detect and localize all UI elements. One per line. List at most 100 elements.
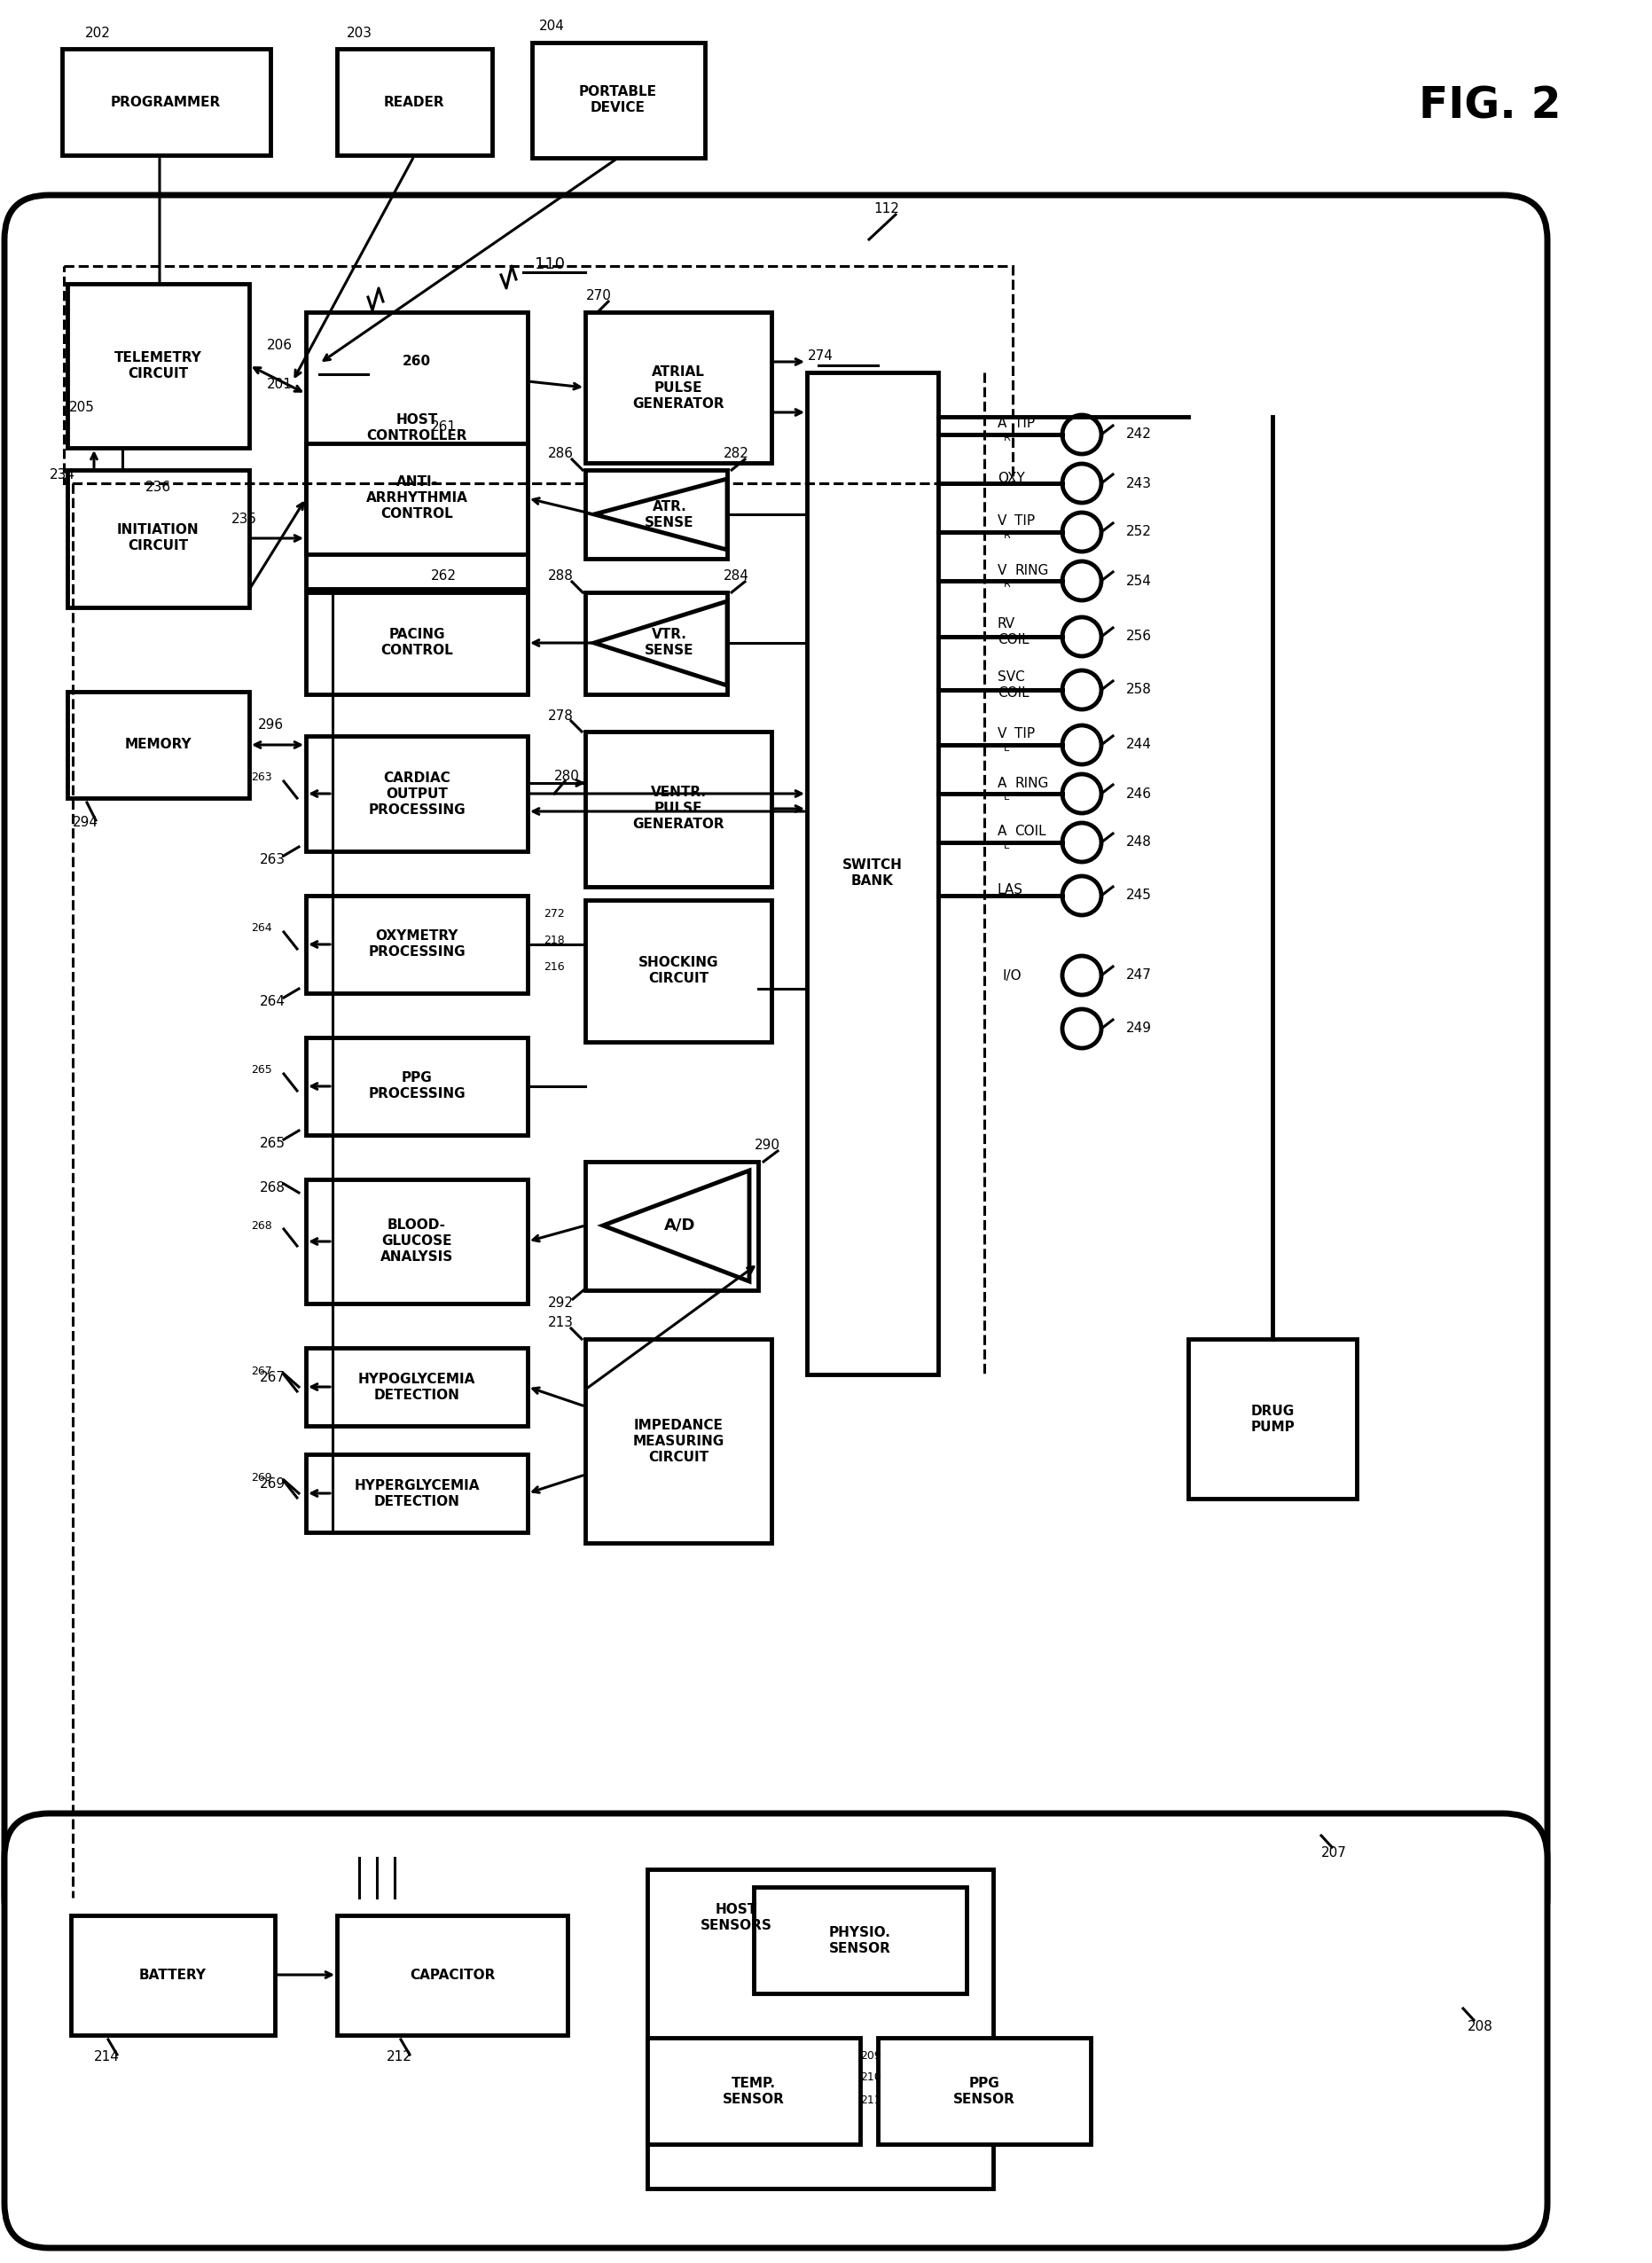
Text: 234: 234 xyxy=(50,468,76,482)
Text: 205: 205 xyxy=(69,401,94,414)
Text: 207: 207 xyxy=(1322,1847,1346,1860)
Text: 274: 274 xyxy=(808,351,833,362)
Text: PHYSIO.
SENSOR: PHYSIO. SENSOR xyxy=(829,1926,890,1955)
Text: 278: 278 xyxy=(547,708,573,722)
Bar xyxy=(63,50,271,156)
Text: 258: 258 xyxy=(1127,683,1151,697)
Text: 110: 110 xyxy=(535,256,565,272)
Text: INITIATION
CIRCUIT: INITIATION CIRCUIT xyxy=(117,523,198,552)
Bar xyxy=(68,471,249,606)
Text: R: R xyxy=(1004,532,1011,541)
Text: 208: 208 xyxy=(1467,2019,1493,2032)
Text: 212: 212 xyxy=(387,2050,411,2064)
Text: 294: 294 xyxy=(73,817,97,831)
Text: 284: 284 xyxy=(724,570,748,584)
Text: 248: 248 xyxy=(1127,835,1151,849)
Text: L: L xyxy=(1004,745,1009,754)
Text: VTR.
SENSE: VTR. SENSE xyxy=(644,629,694,659)
Text: RV
COIL: RV COIL xyxy=(998,618,1029,645)
Text: HYPERGLYCEMIA
DETECTION: HYPERGLYCEMIA DETECTION xyxy=(354,1478,479,1507)
Bar xyxy=(337,50,492,156)
Text: TIP: TIP xyxy=(1014,514,1034,527)
Bar xyxy=(68,283,249,448)
Text: HOST
CONTROLLER: HOST CONTROLLER xyxy=(367,412,468,441)
Text: PPG
SENSOR: PPG SENSOR xyxy=(953,2077,1016,2105)
Text: 265: 265 xyxy=(259,1138,286,1150)
Bar xyxy=(585,731,771,887)
Text: 286: 286 xyxy=(547,448,573,462)
Text: PPG
PROCESSING: PPG PROCESSING xyxy=(368,1073,466,1100)
Text: 290: 290 xyxy=(755,1138,780,1152)
Text: 216: 216 xyxy=(544,962,565,973)
Bar xyxy=(337,1914,568,2034)
Text: 268: 268 xyxy=(259,1181,286,1195)
Text: TIP: TIP xyxy=(1014,416,1034,430)
Text: SVC
COIL: SVC COIL xyxy=(998,670,1029,699)
Bar xyxy=(306,1455,527,1532)
Text: 245: 245 xyxy=(1127,889,1151,903)
Text: L: L xyxy=(1004,842,1009,851)
Text: L: L xyxy=(1004,792,1009,801)
Text: I/O: I/O xyxy=(1003,969,1021,982)
Text: DRUG
PUMP: DRUG PUMP xyxy=(1251,1403,1295,1432)
Text: 296: 296 xyxy=(258,720,284,731)
Text: ATRIAL
PULSE
GENERATOR: ATRIAL PULSE GENERATOR xyxy=(633,364,724,410)
Bar xyxy=(306,312,527,588)
Text: 262: 262 xyxy=(431,570,456,584)
Text: 267: 267 xyxy=(259,1371,286,1385)
Bar xyxy=(71,1914,274,2034)
Text: SWITCH
BANK: SWITCH BANK xyxy=(843,860,902,887)
Text: CAPACITOR: CAPACITOR xyxy=(410,1969,496,1982)
Text: BLOOD-
GLUCOSE
ANALYSIS: BLOOD- GLUCOSE ANALYSIS xyxy=(380,1220,453,1265)
Text: CARDIAC
OUTPUT
PROCESSING: CARDIAC OUTPUT PROCESSING xyxy=(368,772,466,817)
Text: 272: 272 xyxy=(544,907,565,919)
Text: TELEMETRY
CIRCUIT: TELEMETRY CIRCUIT xyxy=(114,351,202,380)
Text: 260: 260 xyxy=(403,355,431,367)
Text: R: R xyxy=(1004,579,1011,588)
Text: 280: 280 xyxy=(553,769,580,783)
Text: 269: 269 xyxy=(251,1471,273,1482)
Text: RING: RING xyxy=(1014,776,1049,790)
Bar xyxy=(877,2037,1090,2143)
Text: 269: 269 xyxy=(259,1478,286,1491)
Text: MEMORY: MEMORY xyxy=(124,738,192,751)
Bar xyxy=(585,901,771,1041)
Text: A/D: A/D xyxy=(664,1217,695,1233)
Text: PORTABLE
DEVICE: PORTABLE DEVICE xyxy=(580,86,657,115)
Text: OXYMETRY
PROCESSING: OXYMETRY PROCESSING xyxy=(368,930,466,960)
Text: 282: 282 xyxy=(724,448,748,462)
Text: V: V xyxy=(998,729,1006,740)
Text: BATTERY: BATTERY xyxy=(139,1969,206,1982)
Text: A: A xyxy=(998,416,1006,430)
Text: 204: 204 xyxy=(539,20,565,34)
Text: 214: 214 xyxy=(94,2050,119,2064)
Bar xyxy=(806,373,938,1374)
Text: 211: 211 xyxy=(861,2093,881,2105)
Bar xyxy=(532,43,705,158)
Text: 243: 243 xyxy=(1127,477,1151,489)
Bar xyxy=(68,692,249,799)
Text: 218: 218 xyxy=(544,935,565,946)
Bar xyxy=(306,896,527,993)
Text: PROGRAMMER: PROGRAMMER xyxy=(111,95,221,109)
Bar xyxy=(585,471,727,559)
Text: A: A xyxy=(998,776,1006,790)
Bar xyxy=(306,1179,527,1303)
Text: 292: 292 xyxy=(547,1297,573,1310)
Text: LAS: LAS xyxy=(998,883,1023,896)
Text: 288: 288 xyxy=(547,570,573,584)
Text: 265: 265 xyxy=(251,1064,273,1077)
Text: ATR.
SENSE: ATR. SENSE xyxy=(644,500,694,530)
Text: 256: 256 xyxy=(1127,629,1151,643)
Text: 267: 267 xyxy=(251,1365,273,1376)
Bar xyxy=(648,1869,993,2188)
Text: R: R xyxy=(1004,434,1011,444)
Text: 261: 261 xyxy=(431,421,456,434)
Text: 264: 264 xyxy=(259,996,286,1009)
FancyBboxPatch shape xyxy=(5,1813,1548,2247)
Bar xyxy=(585,312,771,464)
FancyBboxPatch shape xyxy=(5,195,1548,1942)
Bar xyxy=(585,593,727,695)
Bar xyxy=(1188,1340,1356,1498)
Text: 268: 268 xyxy=(251,1220,273,1231)
